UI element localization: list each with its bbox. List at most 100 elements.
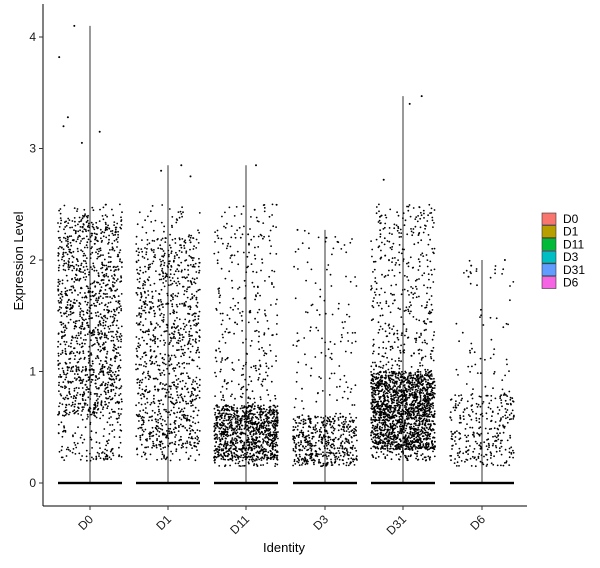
data-point bbox=[144, 270, 147, 273]
data-point bbox=[116, 338, 119, 340]
data-point bbox=[170, 252, 173, 255]
data-point bbox=[392, 325, 395, 328]
data-point bbox=[153, 315, 156, 318]
data-point bbox=[79, 393, 82, 396]
data-point bbox=[62, 381, 65, 383]
data-point bbox=[103, 347, 105, 350]
data-point bbox=[237, 428, 239, 430]
data-point bbox=[180, 446, 183, 449]
data-point bbox=[405, 330, 408, 333]
data-point bbox=[341, 447, 344, 450]
data-point bbox=[222, 394, 225, 397]
data-point bbox=[151, 295, 154, 298]
data-point bbox=[255, 444, 258, 447]
data-point bbox=[173, 431, 176, 434]
data-point bbox=[135, 404, 138, 407]
data-point bbox=[241, 233, 244, 236]
data-point bbox=[118, 454, 121, 457]
data-point bbox=[158, 408, 160, 411]
data-point bbox=[100, 286, 103, 288]
data-point bbox=[178, 439, 181, 442]
data-point bbox=[330, 352, 333, 355]
data-point bbox=[107, 337, 109, 340]
data-point bbox=[273, 442, 275, 445]
data-point bbox=[355, 455, 358, 458]
data-point bbox=[104, 324, 107, 327]
data-point bbox=[174, 327, 177, 330]
data-point bbox=[87, 350, 90, 353]
series-D0 bbox=[57, 24, 123, 485]
data-point bbox=[345, 421, 347, 423]
data-point bbox=[116, 265, 119, 268]
data-point bbox=[197, 289, 200, 292]
data-point bbox=[236, 450, 239, 453]
data-point bbox=[58, 308, 61, 311]
data-point bbox=[184, 442, 187, 445]
data-point bbox=[300, 429, 303, 432]
data-point bbox=[259, 424, 261, 427]
data-point bbox=[178, 349, 180, 351]
data-point bbox=[179, 327, 182, 330]
data-point bbox=[114, 233, 117, 236]
data-point bbox=[274, 445, 277, 448]
data-point bbox=[151, 361, 154, 363]
data-point bbox=[101, 231, 104, 233]
data-point bbox=[425, 304, 428, 306]
data-point bbox=[157, 300, 160, 302]
data-point bbox=[256, 292, 259, 295]
data-point bbox=[139, 277, 141, 280]
data-point bbox=[99, 208, 101, 211]
data-point bbox=[172, 322, 175, 325]
data-point bbox=[316, 455, 319, 458]
data-point bbox=[235, 429, 238, 432]
data-point bbox=[277, 431, 279, 433]
data-point bbox=[263, 333, 266, 336]
data-point bbox=[238, 286, 241, 289]
data-point bbox=[251, 419, 253, 421]
data-point bbox=[275, 226, 277, 229]
data-point bbox=[140, 381, 143, 384]
data-point bbox=[140, 424, 143, 426]
data-point bbox=[305, 445, 307, 448]
data-point bbox=[57, 222, 59, 224]
data-point bbox=[93, 414, 95, 416]
data-point bbox=[373, 297, 375, 299]
data-point bbox=[62, 397, 65, 400]
data-point bbox=[181, 388, 184, 390]
data-point bbox=[168, 411, 170, 413]
data-point bbox=[239, 432, 242, 435]
data-point bbox=[107, 373, 110, 376]
data-point bbox=[83, 319, 85, 322]
data-point bbox=[314, 450, 317, 452]
data-point bbox=[262, 222, 265, 225]
data-point bbox=[178, 337, 181, 339]
data-point bbox=[345, 438, 348, 441]
data-point bbox=[333, 429, 335, 432]
data-point bbox=[198, 329, 201, 332]
data-point bbox=[174, 270, 177, 273]
data-point bbox=[80, 220, 82, 223]
data-point bbox=[223, 417, 226, 419]
data-point bbox=[320, 453, 322, 455]
data-point bbox=[314, 282, 317, 284]
data-point bbox=[275, 253, 278, 255]
data-point bbox=[192, 387, 195, 390]
data-point bbox=[74, 224, 77, 227]
data-point bbox=[223, 454, 226, 457]
data-point bbox=[153, 386, 156, 388]
data-point bbox=[339, 340, 342, 343]
data-point bbox=[82, 378, 85, 381]
data-point bbox=[345, 251, 348, 254]
data-point bbox=[258, 359, 261, 362]
data-point bbox=[341, 440, 344, 443]
data-point bbox=[232, 448, 235, 451]
data-point bbox=[238, 448, 240, 450]
data-point bbox=[173, 312, 175, 315]
data-point bbox=[100, 232, 103, 235]
data-point bbox=[189, 264, 192, 266]
data-point bbox=[152, 251, 155, 254]
data-point bbox=[307, 430, 310, 432]
data-point bbox=[93, 302, 95, 305]
data-point bbox=[102, 373, 105, 375]
data-point bbox=[66, 289, 69, 292]
